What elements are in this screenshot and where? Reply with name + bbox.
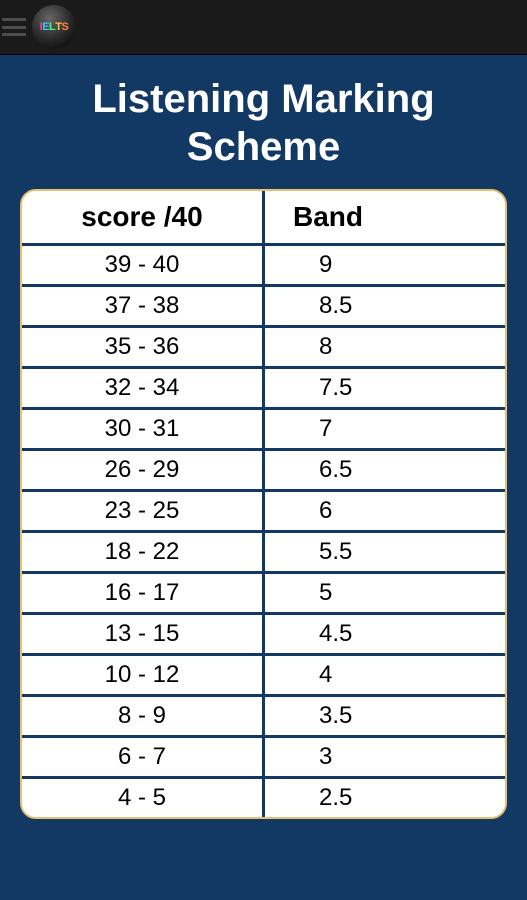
column-header-band: Band	[264, 191, 506, 245]
band-cell: 6	[264, 491, 506, 532]
table-row: 4 - 52.5	[22, 778, 505, 818]
menu-icon[interactable]	[2, 18, 26, 36]
band-cell: 8	[264, 327, 506, 368]
band-cell: 3	[264, 737, 506, 778]
band-cell: 5	[264, 573, 506, 614]
logo-text: IELTS	[40, 21, 69, 33]
band-cell: 4	[264, 655, 506, 696]
table-row: 35 - 368	[22, 327, 505, 368]
app-logo[interactable]: IELTS	[32, 5, 76, 49]
score-cell: 39 - 40	[22, 245, 264, 286]
table-row: 6 - 73	[22, 737, 505, 778]
page-title: Listening Marking Scheme	[20, 75, 507, 171]
table-row: 26 - 296.5	[22, 450, 505, 491]
band-cell: 5.5	[264, 532, 506, 573]
table-row: 30 - 317	[22, 409, 505, 450]
score-cell: 8 - 9	[22, 696, 264, 737]
table-row: 8 - 93.5	[22, 696, 505, 737]
band-cell: 8.5	[264, 286, 506, 327]
table-header-row: score /40 Band	[22, 191, 505, 245]
score-cell: 26 - 29	[22, 450, 264, 491]
column-header-score: score /40	[22, 191, 264, 245]
band-cell: 3.5	[264, 696, 506, 737]
score-cell: 32 - 34	[22, 368, 264, 409]
score-cell: 37 - 38	[22, 286, 264, 327]
score-cell: 10 - 12	[22, 655, 264, 696]
table-body: 39 - 40937 - 388.535 - 36832 - 347.530 -…	[22, 245, 505, 818]
table-row: 37 - 388.5	[22, 286, 505, 327]
table-row: 23 - 256	[22, 491, 505, 532]
header-bar: IELTS	[0, 0, 527, 55]
score-cell: 23 - 25	[22, 491, 264, 532]
score-cell: 16 - 17	[22, 573, 264, 614]
score-cell: 35 - 36	[22, 327, 264, 368]
band-cell: 4.5	[264, 614, 506, 655]
score-cell: 6 - 7	[22, 737, 264, 778]
marking-table: score /40 Band 39 - 40937 - 388.535 - 36…	[22, 191, 505, 817]
band-cell: 7	[264, 409, 506, 450]
score-cell: 4 - 5	[22, 778, 264, 818]
table-row: 39 - 409	[22, 245, 505, 286]
band-cell: 2.5	[264, 778, 506, 818]
band-cell: 6.5	[264, 450, 506, 491]
table-row: 18 - 225.5	[22, 532, 505, 573]
table-row: 16 - 175	[22, 573, 505, 614]
table-row: 32 - 347.5	[22, 368, 505, 409]
marking-table-container: score /40 Band 39 - 40937 - 388.535 - 36…	[20, 189, 507, 819]
table-row: 13 - 154.5	[22, 614, 505, 655]
content-area: Listening Marking Scheme score /40 Band …	[0, 55, 527, 819]
score-cell: 18 - 22	[22, 532, 264, 573]
band-cell: 9	[264, 245, 506, 286]
table-row: 10 - 124	[22, 655, 505, 696]
band-cell: 7.5	[264, 368, 506, 409]
score-cell: 30 - 31	[22, 409, 264, 450]
score-cell: 13 - 15	[22, 614, 264, 655]
